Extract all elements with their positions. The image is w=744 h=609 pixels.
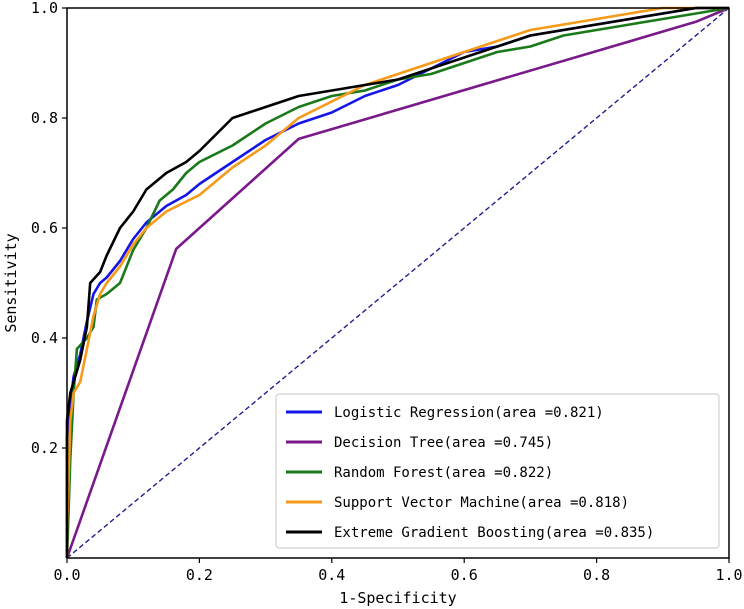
x-tick-label: 0.0 — [53, 566, 80, 584]
y-tick-label: 0.8 — [31, 109, 58, 127]
y-tick-label: 0.4 — [31, 329, 58, 347]
legend-label: Extreme Gradient Boosting(area =0.835) — [334, 525, 654, 541]
x-tick-label: 0.8 — [583, 566, 610, 584]
legend-label: Decision Tree(area =0.745) — [334, 435, 553, 451]
series-line-random-forest — [65, 6, 730, 559]
ticks-layer: 0.0 0.2 0.4 0.6 0.8 1.0 0.2 0.4 0.6 0.8 1.0 — [31, 0, 743, 584]
y-axis-title: Sensitivity — [2, 233, 20, 332]
legend-label: Support Vector Machine(area =0.818) — [334, 495, 629, 511]
x-axis-title: 1-Specificity — [339, 589, 456, 607]
legend-label: Logistic Regression(area =0.821) — [334, 405, 604, 421]
series-line-support-vector-machine — [65, 6, 729, 558]
legend-label: Random Forest(area =0.822) — [334, 465, 553, 481]
plot-area: 0.0 0.2 0.4 0.6 0.8 1.0 0.2 0.4 0.6 0.8 1.0 — [31, 0, 743, 584]
legend-items: Logistic Regression(area =0.821) Decision… — [286, 405, 654, 541]
y-tick-label: 0.2 — [31, 439, 58, 457]
x-tick-label: 0.6 — [451, 566, 478, 584]
y-tick-label: 0.6 — [31, 219, 58, 237]
series-line-decision-tree — [65, 6, 730, 559]
x-tick-label: 0.4 — [318, 566, 345, 584]
series-line-extreme-gradient-boosting — [65, 6, 729, 558]
plot-frame — [66, 7, 730, 559]
legend-box — [275, 393, 720, 549]
x-tick-label: 0.2 — [186, 566, 213, 584]
x-tick-label: 1.0 — [715, 566, 742, 584]
series-layer — [65, 6, 730, 559]
y-tick-label: 1.0 — [31, 0, 58, 17]
legend: Logistic Regression(area =0.821) Decision… — [275, 393, 720, 549]
